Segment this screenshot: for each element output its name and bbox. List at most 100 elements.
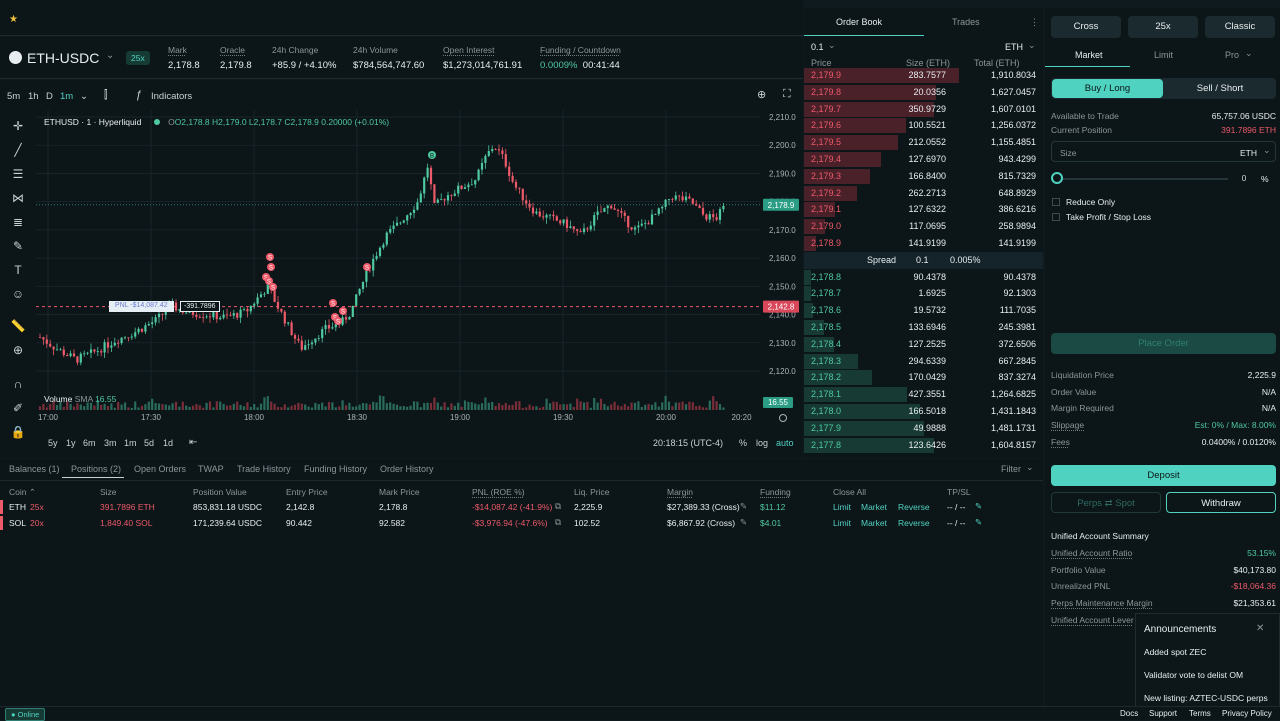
lock-drawing-icon[interactable]: ✐ bbox=[12, 401, 24, 415]
tab-trades[interactable]: Trades bbox=[952, 17, 980, 27]
chevron-down-icon[interactable]: ⌄ bbox=[1245, 48, 1253, 58]
bid-row[interactable]: 2,178.1 427.3551 1,264.6825 bbox=[804, 386, 1043, 403]
chevron-down-icon[interactable]: ⌄ bbox=[106, 50, 115, 61]
close-limit-button[interactable]: Limit bbox=[833, 518, 851, 528]
ask-row[interactable]: 2,178.9 141.9199 141.9199 bbox=[804, 235, 1043, 252]
footer-link-privacy[interactable]: Privacy Policy bbox=[1222, 709, 1272, 718]
withdraw-button[interactable]: Withdraw bbox=[1166, 492, 1276, 513]
settings-icon[interactable] bbox=[779, 414, 787, 422]
place-order-button[interactable]: Place Order bbox=[1051, 333, 1276, 354]
sell-marker[interactable]: S bbox=[266, 253, 274, 262]
pair-selector[interactable]: ETH-USDC bbox=[27, 50, 100, 66]
sell-marker[interactable]: S bbox=[329, 299, 337, 308]
ask-row[interactable]: 2,179.6 100.5521 1,256.0372 bbox=[804, 117, 1043, 134]
ask-row[interactable]: 2,179.1 127.6322 386.6216 bbox=[804, 201, 1043, 218]
bid-row[interactable]: 2,178.2 170.0429 837.3274 bbox=[804, 369, 1043, 386]
tab-order-book[interactable]: Order Book bbox=[836, 17, 883, 27]
percent-toggle[interactable]: % bbox=[739, 438, 748, 448]
ask-row[interactable]: 2,179.3 166.8400 815.7329 bbox=[804, 168, 1043, 185]
bid-row[interactable]: 2,178.8 90.4378 90.4378 bbox=[804, 269, 1043, 286]
tab-trade-history[interactable]: Trade History bbox=[237, 464, 291, 474]
slider-handle[interactable] bbox=[1051, 172, 1063, 184]
bid-row[interactable]: 2,177.9 49.9888 1,481.1731 bbox=[804, 420, 1043, 437]
order-tab-limit[interactable]: Limit bbox=[1154, 50, 1174, 60]
close-limit-button[interactable]: Limit bbox=[833, 502, 851, 512]
tpsl-checkbox[interactable]: Take Profit / Stop Loss bbox=[1052, 212, 1151, 222]
buy-long-button[interactable]: Buy / Long bbox=[1052, 79, 1163, 98]
footer-link-support[interactable]: Support bbox=[1149, 709, 1178, 718]
announcement-item[interactable]: Validator vote to delist OM bbox=[1144, 670, 1244, 680]
chevron-down-icon[interactable]: ⌄ bbox=[1263, 145, 1271, 155]
pattern-icon[interactable]: ⋈ bbox=[12, 191, 24, 205]
sell-short-button[interactable]: Sell / Short bbox=[1196, 83, 1244, 94]
close-icon[interactable]: ✕ bbox=[1256, 623, 1265, 634]
ask-row[interactable]: 2,179.2 262.2713 648.8929 bbox=[804, 185, 1043, 202]
trendline-icon[interactable]: ╱ bbox=[14, 143, 22, 157]
range-1y[interactable]: 1y bbox=[66, 438, 76, 448]
reverse-button[interactable]: Reverse bbox=[898, 502, 930, 512]
reduce-only-checkbox[interactable]: Reduce Only bbox=[1052, 197, 1115, 207]
filter-button[interactable]: Filter bbox=[1001, 464, 1021, 474]
buy-marker[interactable]: B bbox=[428, 151, 436, 160]
perps-spot-button[interactable]: Perps ⇄ Spot bbox=[1051, 492, 1161, 513]
bid-row[interactable]: 2,178.4 127.2525 372.6506 bbox=[804, 336, 1043, 353]
classic-button[interactable]: Classic bbox=[1205, 16, 1275, 38]
bid-row[interactable]: 2,177.8 123.6426 1,604.8157 bbox=[804, 437, 1043, 454]
fib-icon[interactable]: ≣ bbox=[12, 215, 24, 229]
sell-marker[interactable]: S bbox=[339, 307, 347, 316]
margin-mode-button[interactable]: Cross bbox=[1051, 16, 1121, 38]
size-slider[interactable] bbox=[1057, 178, 1228, 180]
chevron-down-icon[interactable]: ⌄ bbox=[1028, 40, 1036, 50]
range-5d[interactable]: 5d bbox=[144, 438, 155, 448]
ask-row[interactable]: 2,179.8 20.0356 1,627.0457 bbox=[804, 84, 1043, 101]
footer-link-docs[interactable]: Docs bbox=[1120, 709, 1139, 718]
crosshair-icon[interactable]: ✛ bbox=[12, 119, 24, 133]
ruler-icon[interactable]: 📏 bbox=[10, 319, 26, 333]
coin-name[interactable]: ETH bbox=[9, 502, 26, 512]
timeframe-1h[interactable]: 1h bbox=[28, 91, 39, 102]
horizontal-lines-icon[interactable]: ☰ bbox=[12, 167, 24, 181]
chevron-down-icon[interactable]: ⌄ bbox=[828, 40, 836, 50]
announcement-item[interactable]: Added spot ZEC bbox=[1144, 647, 1207, 657]
tab-open-orders[interactable]: Open Orders bbox=[134, 464, 187, 474]
leverage-button[interactable]: 25x bbox=[1128, 16, 1198, 38]
auto-toggle[interactable]: auto bbox=[776, 438, 794, 448]
close-market-button[interactable]: Market bbox=[861, 518, 887, 528]
edit-tpsl-icon[interactable]: ✎ bbox=[975, 501, 983, 511]
date-range-icon[interactable]: ⇤ bbox=[189, 437, 198, 448]
fullscreen-icon[interactable]: ⛶ bbox=[783, 88, 791, 100]
edit-tpsl-icon[interactable]: ✎ bbox=[975, 517, 983, 527]
text-icon[interactable]: T bbox=[14, 263, 22, 277]
unit-select[interactable]: ETH bbox=[1005, 42, 1023, 52]
bid-row[interactable]: 2,178.0 166.5018 1,431.1843 bbox=[804, 403, 1043, 420]
lock-icon[interactable]: 🔒 bbox=[10, 425, 26, 439]
order-tab-pro[interactable]: Pro bbox=[1225, 50, 1240, 60]
slider-value[interactable]: 0 bbox=[1241, 173, 1247, 183]
col-coin[interactable]: Coin ⌃ bbox=[9, 487, 36, 497]
indicators-button[interactable]: Indicators bbox=[151, 91, 193, 102]
range-1m[interactable]: 1m bbox=[124, 438, 137, 448]
range-3m[interactable]: 3m bbox=[104, 438, 117, 448]
edit-margin-icon[interactable]: ✎ bbox=[740, 517, 748, 527]
reverse-button[interactable]: Reverse bbox=[898, 518, 930, 528]
sell-marker[interactable]: S bbox=[363, 263, 371, 272]
close-market-button[interactable]: Market bbox=[861, 502, 887, 512]
timeframe-1m[interactable]: 1m bbox=[60, 91, 74, 102]
chevron-down-icon[interactable]: ⌄ bbox=[80, 91, 88, 102]
announcement-item[interactable]: New listing: AZTEC-USDC perps bbox=[1144, 693, 1268, 703]
magnet-icon[interactable]: ∩ bbox=[13, 377, 23, 391]
emoji-icon[interactable]: ☺ bbox=[11, 287, 25, 301]
size-input[interactable]: Size ETH ⌄ bbox=[1051, 141, 1276, 162]
bid-row[interactable]: 2,178.3 294.6339 667.2845 bbox=[804, 353, 1043, 370]
deposit-button[interactable]: Deposit bbox=[1051, 465, 1276, 486]
sell-marker[interactable]: S bbox=[265, 277, 273, 286]
bid-row[interactable]: 2,178.5 133.6946 245.3981 bbox=[804, 319, 1043, 336]
close-all-button[interactable]: Close All bbox=[833, 487, 867, 497]
timeframe-d[interactable]: D bbox=[46, 91, 53, 102]
edit-margin-icon[interactable]: ✎ bbox=[740, 501, 748, 511]
tab-positions[interactable]: Positions (2) bbox=[71, 464, 122, 474]
tick-size-select[interactable]: 0.1 bbox=[811, 42, 824, 52]
tab-twap[interactable]: TWAP bbox=[198, 464, 224, 474]
candle-type-icon[interactable]: ⫿ bbox=[104, 89, 108, 101]
range-5y[interactable]: 5y bbox=[48, 438, 58, 448]
